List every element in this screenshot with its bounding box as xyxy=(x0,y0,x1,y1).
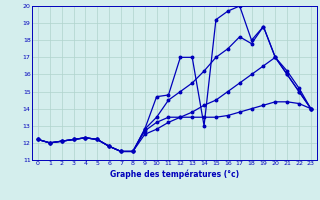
X-axis label: Graphe des températures (°c): Graphe des températures (°c) xyxy=(110,169,239,179)
